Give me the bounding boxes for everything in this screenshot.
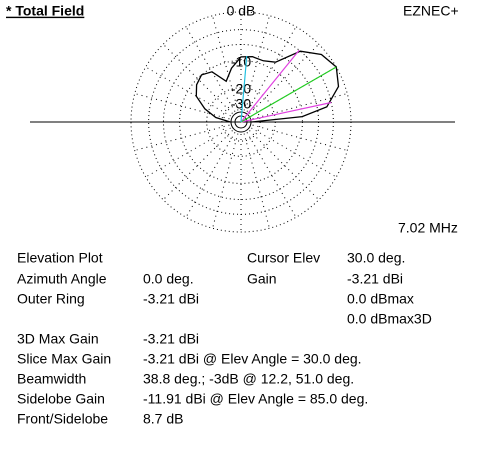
info-value: 0.0 dBmax <box>347 291 414 307</box>
info-label: Sidelobe Gain <box>17 391 105 407</box>
info-value: -3.21 dBi <box>143 291 199 307</box>
info-label: Outer Ring <box>17 291 85 307</box>
gain-ring <box>221 102 261 142</box>
info-value: -11.91 dBi @ Elev Angle = 85.0 deg. <box>143 391 368 407</box>
ring-label: -10 <box>231 53 251 69</box>
info-label: Beamwidth <box>17 371 86 387</box>
sidelobe-line <box>240 55 248 123</box>
info-label: Azimuth Angle <box>17 271 107 287</box>
info-label: Cursor Elev <box>247 250 320 266</box>
info-label: Slice Max Gain <box>17 351 111 367</box>
plot-title: * Total Field <box>6 3 84 19</box>
info-value: 38.8 deg.; -3dB @ 12.2, 51.0 deg. <box>143 371 354 387</box>
beamwidth-line <box>240 101 332 123</box>
info-label: Front/Sidelobe <box>17 411 108 427</box>
info-label: Gain <box>247 271 277 287</box>
frequency: 7.02 MHz <box>398 220 458 236</box>
scale-label: 0 dB <box>227 3 256 19</box>
info-value: -3.21 dBi @ Elev Angle = 30.0 deg. <box>143 351 362 367</box>
gain-ring <box>148 29 334 215</box>
program-name: EZNEC+ <box>403 3 459 19</box>
ring-label: -30 <box>231 96 251 112</box>
info-value: -3.21 dBi <box>143 331 199 347</box>
beamwidth-line <box>240 49 300 123</box>
gain-ring <box>130 11 352 233</box>
ring-label: -20 <box>231 80 251 96</box>
info-value: 8.7 dB <box>143 411 183 427</box>
gain-ring <box>206 87 276 157</box>
cursor-line <box>240 66 337 123</box>
gain-ring <box>162 43 320 201</box>
info-value: -3.21 dBi <box>347 271 403 287</box>
gain-ring <box>179 60 303 184</box>
center-ring <box>230 111 252 133</box>
info-label: Elevation Plot <box>17 250 103 266</box>
info-value: 30.0 deg. <box>347 250 405 266</box>
info-label: 3D Max Gain <box>17 331 99 347</box>
info-value: 0.0 deg. <box>143 271 194 287</box>
info-value: 0.0 dBmax3D <box>347 311 432 327</box>
